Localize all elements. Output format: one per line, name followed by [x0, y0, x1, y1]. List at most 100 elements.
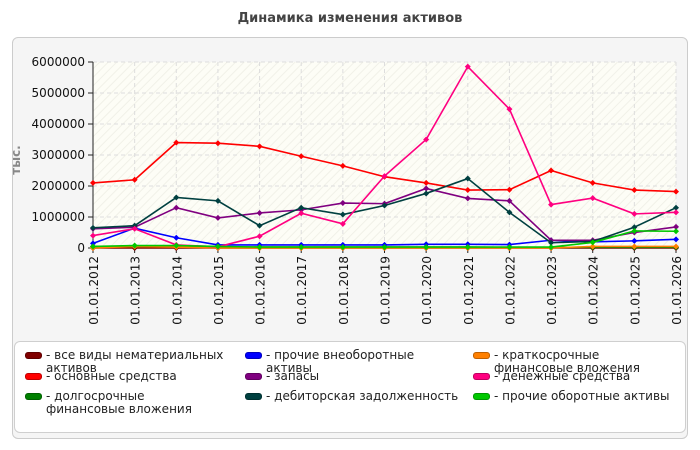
series-lines	[90, 63, 679, 251]
y-tick-labels: 0 1000000 2000000 3000000 4000000 5000000 6000…	[32, 55, 85, 255]
data-point	[298, 210, 305, 217]
chart-title: Динамика изменения активов	[237, 11, 463, 26]
data-point	[214, 197, 221, 204]
data-point	[298, 153, 305, 160]
data-point	[589, 239, 596, 246]
data-point	[256, 244, 263, 251]
data-point	[423, 136, 430, 143]
data-point	[673, 209, 679, 216]
data-point	[214, 140, 221, 147]
data-point	[506, 244, 513, 251]
x-tick-label: 01.01.2019	[379, 256, 393, 325]
data-point	[131, 242, 138, 249]
data-point	[631, 187, 638, 194]
y-axis-label: тыс.	[9, 145, 23, 174]
data-point	[256, 222, 263, 229]
data-point	[464, 175, 471, 182]
legend-swatch	[473, 393, 490, 400]
legend-item: - прочие оборотные активы	[473, 390, 678, 403]
x-tick-label: 01.01.2023	[545, 256, 559, 325]
data-point	[673, 228, 679, 235]
legend-swatch	[245, 393, 262, 400]
data-point	[298, 244, 305, 251]
data-point	[631, 224, 638, 231]
x-tick-label: 01.01.2024	[587, 256, 601, 325]
y-tick-label: 0	[77, 241, 85, 255]
data-point	[589, 179, 596, 186]
legend-label: - прочие оборотные активы	[494, 389, 670, 403]
x-tick-label: 01.01.2014	[170, 256, 184, 325]
data-point	[256, 209, 263, 216]
data-point	[589, 195, 596, 202]
series-5	[90, 175, 679, 246]
data-point	[631, 243, 638, 250]
x-tick-label: 01.01.2013	[129, 256, 143, 325]
data-point	[339, 220, 346, 227]
data-point	[423, 190, 430, 197]
data-point	[464, 63, 471, 70]
data-point	[673, 204, 679, 211]
data-point	[464, 187, 471, 194]
data-point	[631, 227, 638, 234]
legend-item: - все виды нематериальных активов	[25, 349, 225, 375]
data-point	[548, 201, 555, 208]
data-point	[548, 239, 555, 246]
data-point	[548, 244, 555, 251]
data-point	[423, 179, 430, 186]
data-point	[173, 194, 180, 201]
legend-item: - основные средства	[25, 370, 225, 383]
data-point	[381, 173, 388, 180]
data-point	[589, 243, 596, 250]
legend-item: - денежные средства	[473, 370, 678, 383]
x-tick-label: 01.01.2025	[628, 256, 642, 325]
x-tick-labels: 01.01.2012 01.01.2013 01.01.2014 01.01.2015…	[87, 256, 684, 325]
data-point	[423, 185, 430, 192]
y-tick-label: 3000000	[32, 148, 85, 162]
data-point	[90, 179, 96, 186]
legend-swatch	[25, 373, 42, 380]
data-point	[131, 225, 138, 232]
data-point	[173, 139, 180, 146]
data-point	[381, 202, 388, 209]
legend-label: - основные средства	[46, 369, 177, 383]
legend-swatch	[473, 352, 490, 359]
legend-label: - прочие внеоборотные активы	[266, 348, 415, 375]
data-point	[506, 209, 513, 216]
data-point	[673, 223, 679, 230]
legend-item: - долгосрочные финансовые вложения	[25, 390, 225, 416]
x-tick-label: 01.01.2016	[254, 256, 268, 325]
legend-label: - запасы	[266, 369, 320, 383]
x-tick-label: 01.01.2026	[670, 256, 684, 325]
legend-swatch	[25, 393, 42, 400]
data-point	[673, 243, 679, 250]
legend-swatch	[473, 373, 490, 380]
data-point	[256, 143, 263, 150]
legend-label: - денежные средства	[494, 369, 631, 383]
legend: - все виды нематериальных активов - основ…	[14, 341, 686, 433]
data-point	[214, 214, 221, 221]
data-point	[298, 204, 305, 211]
data-point	[673, 236, 679, 243]
y-tick-label: 5000000	[32, 86, 85, 100]
data-point	[90, 243, 96, 250]
data-point	[173, 242, 180, 249]
legend-swatch	[25, 352, 42, 359]
y-tick-label: 6000000	[32, 55, 85, 69]
data-point	[131, 222, 138, 229]
x-tick-label: 01.01.2022	[503, 256, 517, 325]
data-point	[256, 233, 263, 240]
data-point	[464, 195, 471, 202]
legend-item: - запасы	[245, 370, 460, 383]
data-point	[214, 243, 221, 250]
data-point	[90, 232, 96, 239]
data-point	[548, 167, 555, 174]
y-tick-label: 2000000	[32, 179, 85, 193]
data-point	[506, 106, 513, 113]
y-tick-label: 4000000	[32, 117, 85, 131]
data-point	[506, 197, 513, 204]
data-point	[423, 244, 430, 251]
data-point	[631, 210, 638, 217]
data-point	[90, 224, 96, 231]
x-tick-label: 01.01.2020	[420, 256, 434, 325]
grid-lines	[92, 61, 677, 249]
